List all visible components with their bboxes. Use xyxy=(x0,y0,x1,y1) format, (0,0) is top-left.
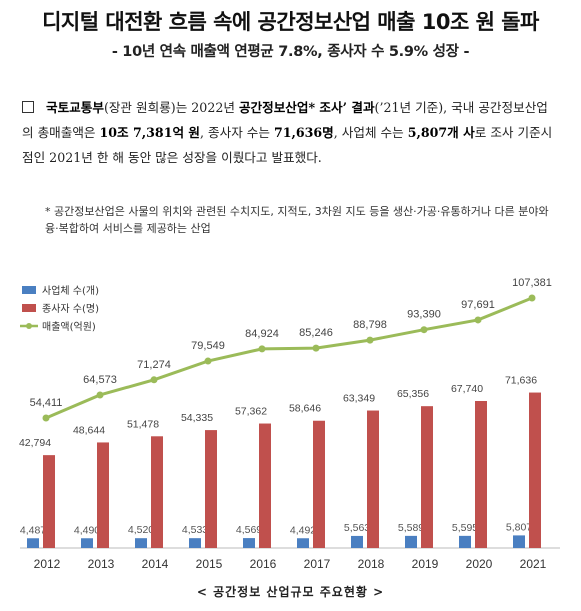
point-revenue xyxy=(528,294,536,302)
body-seg4: (’21년 기준), 국내 공간정보산업의 총매출액은 xyxy=(22,100,548,140)
label-business-count: 5,563 xyxy=(344,522,370,534)
bar-employee-count xyxy=(205,430,217,548)
label-employee-count: 63,349 xyxy=(343,393,375,405)
point-revenue xyxy=(312,344,320,352)
legend-label: 매출액(억원) xyxy=(42,321,96,333)
x-tick-label: 2018 xyxy=(358,557,385,571)
bar-employee-count xyxy=(43,455,55,548)
label-employee-count: 67,740 xyxy=(451,383,483,395)
label-business-count: 4,569 xyxy=(236,524,262,536)
x-tick-label: 2015 xyxy=(196,557,223,571)
label-employee-count: 65,356 xyxy=(397,388,429,400)
body-seg6: , 종사자 수는 xyxy=(200,125,274,140)
point-revenue xyxy=(150,376,158,384)
label-employee-count: 57,362 xyxy=(235,406,267,418)
body-seg2: (장관 원희룡)는 2022년 xyxy=(103,100,239,115)
body-seg5: 10조 7,381억 원 xyxy=(99,125,201,140)
checkbox-bullet-icon xyxy=(22,101,34,113)
point-revenue xyxy=(420,326,428,334)
label-revenue: 84,924 xyxy=(245,328,279,340)
legend-label: 종사자 수(명) xyxy=(42,303,99,315)
bar-business-count xyxy=(27,538,39,548)
label-employee-count: 48,644 xyxy=(73,424,105,436)
label-employee-count: 71,636 xyxy=(505,375,537,387)
label-business-count: 5,595 xyxy=(452,522,478,534)
body-seg3: 공간정보산업* 조사’ 결과 xyxy=(238,100,375,115)
x-tick-label: 2020 xyxy=(466,557,493,571)
x-tick-label: 2019 xyxy=(412,557,439,571)
label-business-count: 4,487 xyxy=(20,524,46,536)
x-tick-label: 2017 xyxy=(304,557,331,571)
body-seg9: 5,807개 사 xyxy=(407,125,475,140)
bar-employee-count xyxy=(259,423,271,548)
body-seg10: 로 조사 기준시점인 2021년 한 해 동안 많은 성장을 이뤘다고 발표했다… xyxy=(22,125,553,165)
point-revenue xyxy=(42,414,50,422)
label-business-count: 5,589 xyxy=(398,522,424,534)
body-paragraph: 국토교통부(장관 원희룡)는 2022년 공간정보산업* 조사’ 결과(’21년… xyxy=(22,95,554,170)
x-tick-label: 2012 xyxy=(34,557,61,571)
label-employee-count: 54,335 xyxy=(181,412,213,424)
footnote: * 공간정보산업은 사물의 위치와 관련된 수치지도, 지적도, 3차원 지도 … xyxy=(45,205,549,235)
label-revenue: 64,573 xyxy=(83,374,117,386)
legend-swatch-point xyxy=(26,323,32,329)
bar-business-count xyxy=(297,538,309,548)
label-revenue: 54,411 xyxy=(30,397,63,409)
x-tick-label: 2016 xyxy=(250,557,277,571)
x-tick-label: 2021 xyxy=(520,557,547,571)
body-seg8: , 사업체 수는 xyxy=(333,125,408,140)
body-seg1: 국토교통부 xyxy=(46,100,104,115)
bar-business-count xyxy=(513,535,525,548)
page-subtitle: - 10년 연속 매출액 연평균 7.8%, 종사자 수 5.9% 성장 - xyxy=(111,44,470,60)
label-revenue: 97,691 xyxy=(461,299,495,311)
bar-business-count xyxy=(459,535,471,548)
label-revenue: 79,549 xyxy=(191,340,225,352)
bar-business-count xyxy=(405,535,417,548)
bar-employee-count xyxy=(367,410,379,548)
point-revenue xyxy=(474,316,482,324)
industry-chart: 4,487 42,794 2012 4,490 48,644 2013 4,520 51,47… xyxy=(19,277,560,571)
point-revenue xyxy=(204,357,212,365)
bar-employee-count xyxy=(97,442,109,548)
point-revenue xyxy=(96,391,104,399)
label-business-count: 4,533 xyxy=(182,524,208,536)
label-business-count: 4,520 xyxy=(128,524,154,536)
legend-label: 사업체 수(개) xyxy=(42,284,99,297)
label-revenue: 71,274 xyxy=(137,359,171,371)
label-revenue: 88,798 xyxy=(353,319,387,331)
page-title: 디지털 대전환 흐름 속에 공간정보산업 매출 10조 원 돌파 xyxy=(42,10,539,34)
label-revenue: 93,390 xyxy=(407,309,441,321)
label-revenue: 85,246 xyxy=(299,327,333,339)
body-seg7: 71,636명 xyxy=(273,125,334,140)
bar-employee-count xyxy=(421,406,433,548)
bar-business-count xyxy=(351,535,363,548)
bar-business-count xyxy=(189,538,201,548)
bar-employee-count xyxy=(475,401,487,548)
x-tick-label: 2014 xyxy=(142,557,169,571)
point-revenue xyxy=(258,345,266,353)
point-revenue xyxy=(366,336,374,344)
bar-employee-count xyxy=(151,436,163,548)
label-employee-count: 51,478 xyxy=(127,418,159,430)
label-employee-count: 58,646 xyxy=(289,403,321,415)
bar-business-count xyxy=(135,538,147,548)
label-employee-count: 42,794 xyxy=(19,437,51,449)
label-business-count: 4,490 xyxy=(74,524,100,536)
line-revenue xyxy=(45,296,533,420)
bar-business-count xyxy=(243,538,255,548)
bar-business-count xyxy=(81,538,93,548)
chart-caption: < 공간정보 산업규모 주요현황 > xyxy=(196,585,385,599)
label-business-count: 4,492 xyxy=(290,524,316,536)
legend-swatch xyxy=(22,286,36,294)
label-business-count: 5,807 xyxy=(506,521,532,533)
bar-employee-count xyxy=(313,420,325,548)
legend-swatch xyxy=(22,304,36,312)
label-revenue: 107,381 xyxy=(512,277,552,289)
bar-employee-count xyxy=(529,392,541,548)
x-tick-label: 2013 xyxy=(88,557,115,571)
